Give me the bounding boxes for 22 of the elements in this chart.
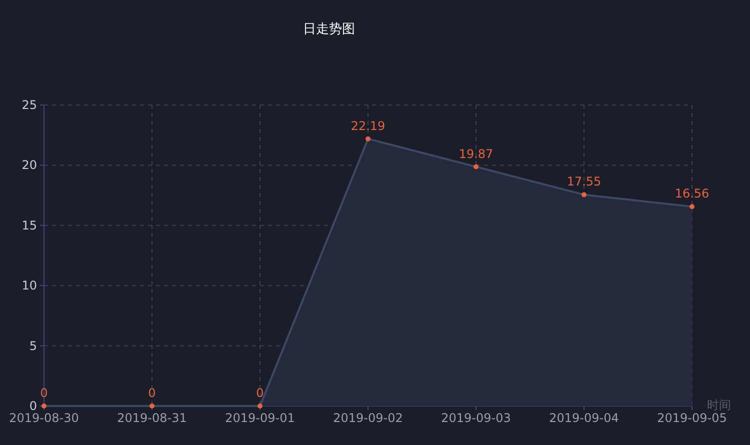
y-tick-label: 0: [29, 399, 37, 413]
x-axis-title: 时间: [707, 398, 731, 412]
x-tick-label: 2019-08-30: [9, 411, 79, 425]
x-tick-label: 2019-09-01: [225, 411, 295, 425]
data-label: 0: [148, 386, 156, 400]
x-tick-label: 2019-08-31: [117, 411, 187, 425]
x-tick-label: 2019-09-02: [333, 411, 403, 425]
y-tick-label: 10: [22, 278, 37, 293]
x-tick-label: 2019-09-03: [441, 411, 511, 425]
data-label: 22.19: [350, 118, 386, 133]
y-tick-label: 5: [29, 338, 37, 353]
data-label: 16.56: [674, 186, 710, 201]
y-tick-label: 20: [22, 158, 37, 172]
data-label: 19.87: [458, 146, 494, 161]
data-label: 17.55: [566, 174, 602, 189]
y-tick-label: 15: [22, 218, 37, 232]
chart-title: 日走势图: [303, 22, 355, 37]
data-label: 0: [40, 386, 48, 400]
x-tick-label: 2019-09-05: [657, 411, 727, 425]
data-label: 0: [256, 386, 264, 400]
y-tick-label: 25: [22, 98, 37, 112]
x-tick-label: 2019-09-04: [549, 411, 619, 425]
